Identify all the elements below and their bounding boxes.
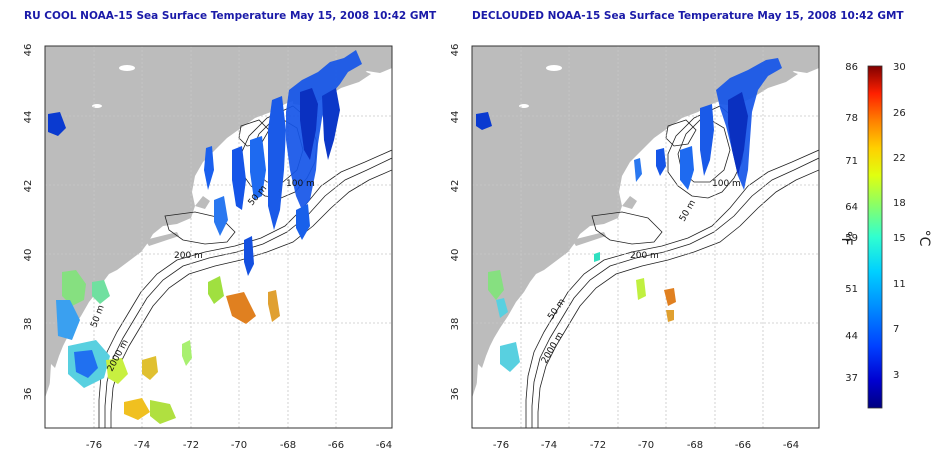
colorbar-f-tick: 71 [845, 156, 858, 167]
right-map-title: DECLOUDED NOAA-15 Sea Surface Temperatur… [472, 10, 904, 22]
right-lon-tick: -74 [541, 440, 557, 451]
colorbar-f-tick: 59 [845, 233, 858, 244]
right-contour-label-200m: 200 m [630, 251, 659, 261]
left-lat-tick: 46 [23, 44, 34, 57]
colorbar-c-tick: 22 [893, 153, 906, 164]
right-lat-tick: 44 [450, 111, 461, 124]
left-map-frame [44, 45, 393, 429]
right-lon-tick: -66 [735, 440, 751, 451]
right-lat-tick: 40 [450, 249, 461, 262]
left-lon-tick: -76 [86, 440, 102, 451]
right-contour-label-100m: 100 m [712, 179, 741, 189]
left-map-panel: 200 m 100 m 50 m 50 m 2000 m -76 -74 -72… [23, 44, 393, 451]
colorbar-f-tick: 78 [845, 113, 858, 124]
left-contour-label-200m: 200 m [174, 251, 203, 261]
right-lon-tick: -68 [687, 440, 703, 451]
left-lat-tick: 40 [23, 249, 34, 262]
left-map-title: RU COOL NOAA-15 Sea Surface Temperature … [24, 10, 437, 22]
left-lat-tick: 38 [23, 318, 34, 331]
right-lat-tick: 38 [450, 318, 461, 331]
left-lat-tick: 36 [23, 388, 34, 401]
colorbar-f-tick: 86 [845, 62, 858, 73]
right-lon-tick: -72 [590, 440, 606, 451]
right-lat-tick: 36 [450, 388, 461, 401]
colorbar-f-tick: 44 [845, 331, 858, 342]
colorbar: 86 78 71 64 59 51 44 37 30 26 22 18 15 1… [838, 62, 932, 409]
colorbar-c-tick: 18 [893, 198, 906, 209]
right-lon-tick: -70 [638, 440, 654, 451]
colorbar-c-tick: 15 [893, 233, 906, 244]
colorbar-celsius-label: °C [916, 230, 932, 247]
colorbar-c-tick: 30 [893, 62, 906, 73]
colorbar-f-tick: 37 [845, 373, 858, 384]
colorbar-c-tick: 11 [893, 279, 906, 290]
colorbar-c-tick: 26 [893, 108, 906, 119]
right-sst-overlay [476, 58, 782, 372]
colorbar-c-tick: 7 [893, 324, 899, 335]
colorbar-c-tick: 3 [893, 370, 899, 381]
right-lat-tick: 42 [450, 180, 461, 193]
left-lon-tick: -66 [328, 440, 344, 451]
left-lat-tick: 42 [23, 180, 34, 193]
right-lon-tick: -76 [493, 440, 509, 451]
right-map-frame [471, 45, 820, 429]
left-lat-tick: 44 [23, 111, 34, 124]
left-lon-tick: -74 [134, 440, 150, 451]
right-lat-tick: 46 [450, 44, 461, 57]
right-map-panel: 200 m 100 m 50 m 50 m 2000 m -76 -74 -72… [450, 44, 820, 451]
left-lon-tick: -68 [280, 440, 296, 451]
left-lon-tick: -72 [183, 440, 199, 451]
left-sst-overlay [48, 50, 362, 424]
colorbar-fahrenheit-label: °F [838, 230, 854, 245]
right-lon-tick: -64 [783, 440, 799, 451]
left-contour-label-100m: 100 m [286, 179, 315, 189]
left-lon-tick: -64 [376, 440, 392, 451]
colorbar-f-tick: 51 [845, 284, 858, 295]
left-lon-tick: -70 [231, 440, 247, 451]
colorbar-gradient [867, 65, 883, 409]
colorbar-f-tick: 64 [845, 202, 858, 213]
